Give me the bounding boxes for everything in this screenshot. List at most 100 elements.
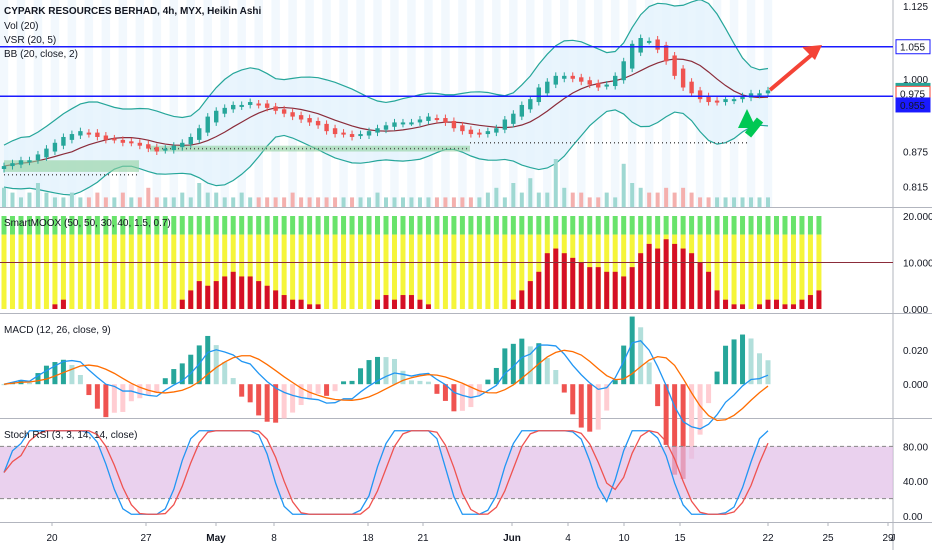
smartmoney-yellow-bar [162, 234, 168, 309]
smartmoney-red-bar [595, 267, 601, 309]
smartmoney-yellow-bar [740, 234, 746, 309]
smartmoney-red-bar [179, 299, 185, 309]
smartmoney-green-bar [341, 216, 347, 235]
candle-body [146, 144, 151, 149]
smartmoney-green-bar [646, 216, 652, 235]
smartmoney-yellow-bar [18, 234, 24, 309]
candle-body [52, 142, 58, 152]
candle-body [137, 142, 143, 146]
volume-bar [485, 192, 490, 207]
red-arrow-head [802, 45, 822, 60]
candle-body [392, 122, 397, 127]
macd-histogram-bar [273, 384, 279, 423]
smartmoney-green-bar [638, 216, 644, 235]
volume-bar [120, 192, 125, 207]
candle-body [663, 45, 669, 62]
volume-bar [613, 197, 618, 207]
smartmoney-red-bar [655, 248, 661, 309]
smartmoney-red-bar [256, 281, 262, 309]
smartmoney-green-bar [400, 216, 406, 235]
smartmoney-yellow-bar [459, 234, 465, 309]
macd-histogram-bar [476, 384, 482, 396]
x-tick-label-5: 21 [417, 533, 429, 544]
smartmoney-red-bar [757, 304, 763, 309]
smartmoney-green-bar [332, 216, 338, 235]
macd-label: MACD (12, 26, close, 9) [4, 325, 111, 336]
smartmoney-red-bar [790, 304, 796, 309]
smartmoney-yellow-bar [714, 234, 720, 309]
volume-bar [732, 197, 737, 207]
smartmoney-red-bar [740, 304, 746, 309]
macd-histogram-bar [765, 360, 771, 385]
volume-bar [596, 197, 601, 207]
volume-bar [664, 187, 669, 207]
volume-bar [239, 192, 244, 207]
smartmoney-green-bar [731, 216, 737, 235]
macd-histogram-bar [434, 384, 440, 394]
volume-bar [672, 192, 677, 207]
macd-signal-line [3, 349, 769, 422]
smartmoney-green-bar [493, 216, 499, 235]
bg-stripe [135, 0, 145, 207]
chart-title: CYPARK RESOURCES BERHAD, 4h, MYX, Heikin… [4, 6, 262, 17]
smartmoney-green-bar [35, 216, 41, 235]
smartmoney-red-bar [298, 299, 304, 309]
smartmoney-yellow-bar [154, 234, 160, 309]
smartmoney-green-bar [137, 216, 143, 235]
smartmoney-yellow-bar [425, 234, 431, 309]
volume-bar [630, 183, 635, 207]
volume-bar [44, 192, 49, 207]
smartmoney-red-bar [400, 295, 406, 309]
candle-body [247, 102, 253, 105]
candle-body [341, 132, 346, 135]
candle-body [689, 81, 694, 94]
smartmoney-green-bar [417, 216, 423, 235]
volume-bar [78, 197, 83, 207]
smartmoney-green-bar [595, 216, 601, 235]
macd-histogram-bar [315, 384, 321, 394]
smartmoney-green-bar [553, 216, 559, 235]
macd-histogram-bar [459, 384, 465, 411]
volume-bar [434, 197, 439, 207]
smartmoney-green-bar [349, 216, 355, 235]
bg-stripe [33, 0, 43, 207]
macd-histogram-bar [349, 380, 355, 385]
x-tick-label-13: J [891, 533, 896, 544]
bg-stripe [101, 0, 111, 207]
main-y-tick-0: 1.125 [903, 2, 928, 13]
volume-bar [367, 197, 372, 207]
smartmoney-red-bar [315, 304, 321, 309]
smartmoney-green-bar [714, 216, 720, 235]
candle-body [706, 96, 711, 103]
candle-body [579, 77, 584, 82]
smartmoney-green-bar [230, 216, 236, 235]
volume-bar [112, 197, 117, 207]
candle-body [86, 132, 92, 135]
smartmoney-green-bar [629, 216, 635, 235]
macd-histogram-bar [663, 384, 669, 445]
macd-histogram-bar [230, 378, 236, 385]
macd-histogram-bar [391, 358, 397, 385]
macd-histogram-bar [680, 384, 686, 479]
macd-line [3, 340, 769, 430]
smartmoney-green-bar [663, 216, 669, 235]
x-tick-label-7: 4 [565, 533, 571, 544]
candle-body [519, 104, 525, 117]
smartmoney-yellow-bar [188, 234, 194, 309]
smartmoney-green-bar [366, 216, 372, 235]
smartmoney-yellow-bar [341, 234, 347, 309]
macd-histogram-bar [179, 363, 185, 385]
volume-bar [163, 197, 168, 207]
candle-body [502, 119, 508, 130]
candle-body [545, 81, 550, 94]
smartmoney-yellow-bar [1, 234, 7, 309]
smartmoney-yellow-bar [332, 234, 338, 309]
smartmoney-red-bar [816, 290, 822, 309]
volume-bar [341, 197, 346, 207]
smartmoney-green-bar [740, 216, 746, 235]
smartmoney-red-bar [519, 290, 525, 309]
macd-histogram-bar [740, 334, 746, 385]
macd-histogram-bar [527, 346, 533, 385]
macd-histogram-bar [638, 327, 644, 385]
